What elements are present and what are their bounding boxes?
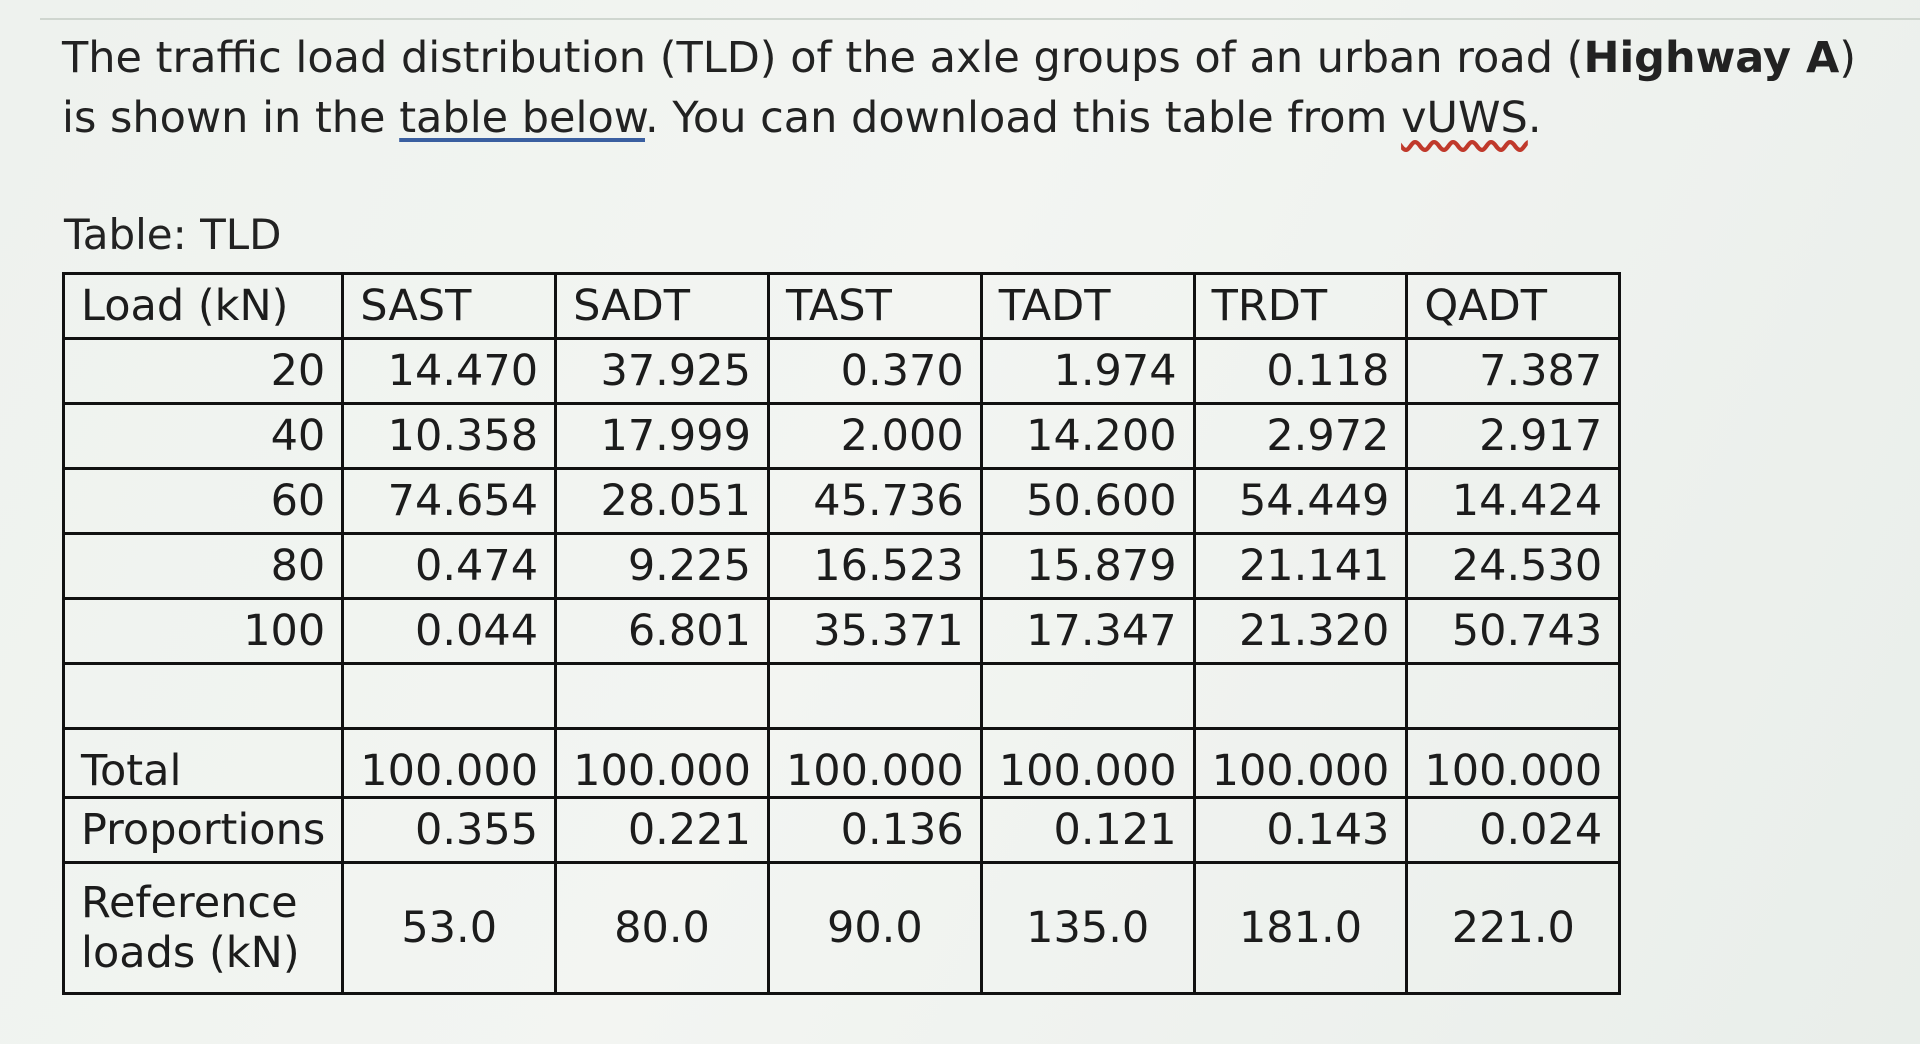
blank-cell (979, 662, 1196, 730)
load-cell: 60 (61, 467, 345, 535)
load-cell: 100 (61, 597, 345, 665)
load-cell: 40 (61, 402, 345, 470)
value-cell: 2.000 (766, 402, 983, 470)
proportion-cell: 0.024 (1405, 796, 1622, 864)
reference-cell: 90.0 (766, 861, 983, 995)
table-row: 20 14.470 37.925 0.370 1.974 0.118 7.387 (61, 337, 1622, 405)
header-load: Load (kN) (61, 272, 345, 340)
table-row: 60 74.654 28.051 45.736 50.600 54.449 14… (61, 467, 1622, 535)
header-tast: TAST (766, 272, 983, 340)
tld-table: Load (kN) SAST SADT TAST TADT TRDT QADT … (61, 272, 1622, 995)
reference-label-line2: loads (kN) (81, 928, 300, 978)
header-trdt: TRDT (1192, 272, 1409, 340)
value-cell: 21.320 (1192, 597, 1409, 665)
total-cell: 100.000 (554, 727, 770, 799)
total-label: Total (61, 727, 345, 799)
reference-cell: 181.0 (1192, 861, 1409, 995)
total-cell: 100.000 (979, 727, 1196, 799)
proportions-row: Proportions 0.355 0.221 0.136 0.121 0.14… (61, 796, 1622, 864)
blank-cell (766, 662, 983, 730)
value-cell: 2.917 (1405, 402, 1622, 470)
reference-cell: 135.0 (979, 861, 1196, 995)
highway-name: Highway A (1583, 33, 1840, 83)
table-row: 40 10.358 17.999 2.000 14.200 2.972 2.91… (61, 402, 1622, 470)
proportion-cell: 0.221 (554, 796, 770, 864)
proportion-cell: 0.355 (341, 796, 558, 864)
value-cell: 21.141 (1192, 532, 1409, 600)
blank-cell (554, 662, 770, 730)
blank-row (61, 662, 1622, 730)
proportions-label: Proportions (61, 796, 345, 864)
total-cell: 100.000 (1405, 727, 1622, 799)
header-sast: SAST (341, 272, 558, 340)
value-cell: 15.879 (979, 532, 1196, 600)
value-cell: 28.051 (554, 467, 770, 535)
top-divider (40, 18, 1920, 20)
value-cell: 50.743 (1405, 597, 1622, 665)
value-cell: 74.654 (341, 467, 558, 535)
intro-text-3: . You can download this table from (645, 93, 1402, 143)
reference-cell: 53.0 (341, 861, 558, 995)
intro-text-1: The traffic load distribution (TLD) of t… (62, 33, 1584, 83)
value-cell: 17.999 (554, 402, 770, 470)
header-tadt: TADT (979, 272, 1196, 340)
reference-cell: 221.0 (1405, 861, 1622, 995)
value-cell: 0.474 (341, 532, 558, 600)
value-cell: 24.530 (1405, 532, 1622, 600)
value-cell: 6.801 (554, 597, 770, 665)
value-cell: 7.387 (1405, 337, 1622, 405)
intro-text-2: ) is shown in the (62, 33, 1857, 143)
header-qadt: QADT (1405, 272, 1622, 340)
blank-cell (1405, 662, 1622, 730)
value-cell: 2.972 (1192, 402, 1409, 470)
total-cell: 100.000 (1192, 727, 1409, 799)
table-link[interactable]: table below (399, 93, 645, 143)
value-cell: 0.370 (766, 337, 983, 405)
value-cell: 0.044 (341, 597, 558, 665)
value-cell: 14.470 (341, 337, 558, 405)
reference-loads-row: Reference loads (kN) 53.0 80.0 90.0 135.… (61, 861, 1622, 995)
value-cell: 37.925 (554, 337, 770, 405)
reference-cell: 80.0 (554, 861, 770, 995)
proportion-cell: 0.136 (766, 796, 983, 864)
total-cell: 100.000 (766, 727, 983, 799)
value-cell: 54.449 (1192, 467, 1409, 535)
blank-cell (1192, 662, 1409, 730)
value-cell: 14.424 (1405, 467, 1622, 535)
value-cell: 35.371 (766, 597, 983, 665)
value-cell: 9.225 (554, 532, 770, 600)
header-sadt: SADT (554, 272, 770, 340)
value-cell: 45.736 (766, 467, 983, 535)
load-cell: 80 (61, 532, 345, 600)
load-cell: 20 (61, 337, 345, 405)
total-cell: 100.000 (341, 727, 558, 799)
value-cell: 14.200 (979, 402, 1196, 470)
table-row: 80 0.474 9.225 16.523 15.879 21.141 24.5… (61, 532, 1622, 600)
value-cell: 16.523 (766, 532, 983, 600)
table-row: 100 0.044 6.801 35.371 17.347 21.320 50.… (61, 597, 1622, 665)
value-cell: 1.974 (979, 337, 1196, 405)
value-cell: 17.347 (979, 597, 1196, 665)
value-cell: 10.358 (341, 402, 558, 470)
reference-label: Reference loads (kN) (61, 861, 345, 995)
vuws-word: vUWS (1401, 93, 1528, 143)
reference-label-line1: Reference (81, 878, 298, 928)
total-row: Total 100.000 100.000 100.000 100.000 10… (61, 727, 1622, 799)
intro-paragraph: The traffic load distribution (TLD) of t… (62, 28, 1902, 148)
blank-cell (341, 662, 558, 730)
table-header-row: Load (kN) SAST SADT TAST TADT TRDT QADT (61, 272, 1622, 340)
value-cell: 50.600 (979, 467, 1196, 535)
proportion-cell: 0.143 (1192, 796, 1409, 864)
value-cell: 0.118 (1192, 337, 1409, 405)
intro-text-4: . (1527, 93, 1542, 143)
table-caption: Table: TLD (64, 210, 282, 259)
proportion-cell: 0.121 (979, 796, 1196, 864)
blank-cell (61, 662, 345, 730)
